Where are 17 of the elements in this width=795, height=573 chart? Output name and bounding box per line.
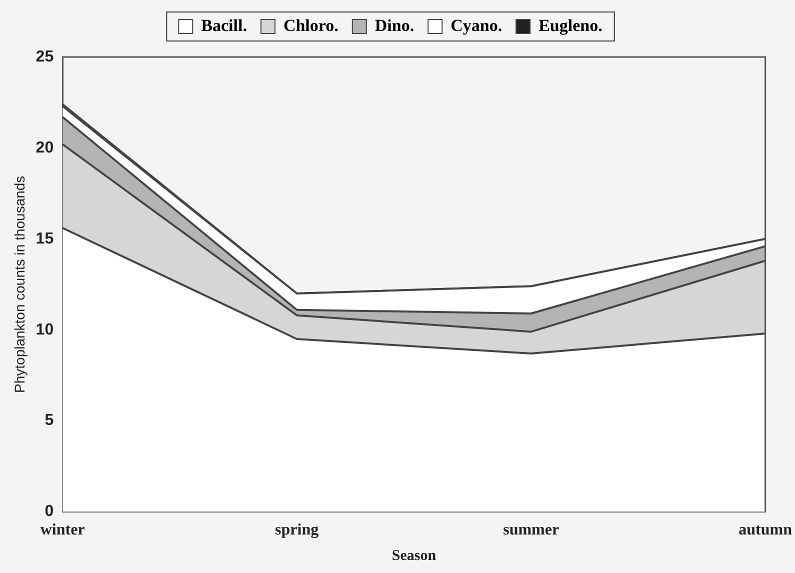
legend-label: Eugleno.: [538, 16, 602, 35]
x-tick-label: summer: [503, 522, 560, 539]
x-tick-label: autumn: [738, 522, 792, 539]
y-tick-label: 5: [44, 412, 54, 430]
x-tick-label: spring: [275, 522, 319, 539]
y-tick-label: 0: [44, 503, 54, 520]
y-tick-label: 10: [36, 321, 54, 338]
legend-label: Bacill.: [201, 16, 247, 35]
x-tick-label: winter: [40, 522, 85, 539]
y-axis-title: Phytoplankton counts in thousands: [11, 176, 28, 393]
legend-label: Chloro.: [283, 16, 338, 35]
legend-label: Cyano.: [450, 16, 502, 35]
y-tick-label: 25: [36, 48, 54, 66]
y-tick-label: 20: [36, 139, 54, 156]
x-axis-title: Season: [392, 548, 437, 564]
y-tick-label: 15: [36, 230, 54, 248]
legend-label: Dino.: [374, 16, 414, 35]
